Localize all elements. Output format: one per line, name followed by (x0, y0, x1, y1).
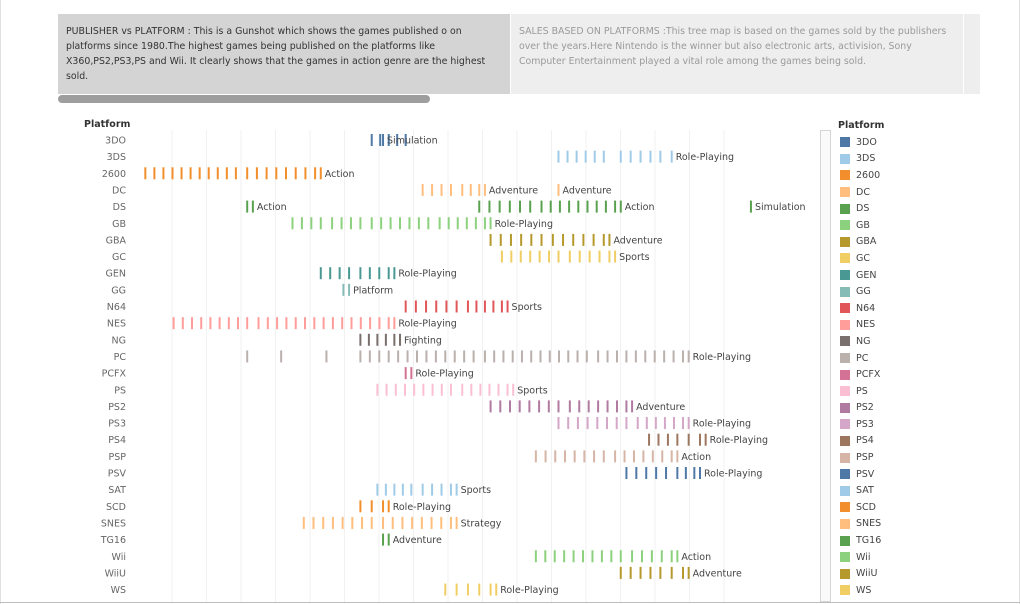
legend-swatch (840, 187, 850, 198)
story-point-sales-by-platform[interactable]: SALES BASED ON PLATFORMS :This tree map … (511, 14, 963, 94)
legend-swatch (840, 286, 850, 297)
story-nav-scrollbar[interactable] (58, 95, 430, 103)
legend-swatch (840, 270, 850, 281)
legend-label: 3DS (856, 153, 876, 165)
legend-item[interactable]: WiiU (840, 565, 881, 582)
legend-label: NES (856, 319, 876, 331)
legend-item[interactable]: PC (840, 350, 881, 367)
legend-title: Platform (838, 120, 885, 131)
legend-label: SAT (856, 485, 874, 497)
story-point-publisher-vs-platform[interactable]: PUBLISHER vs PLATFORM : This is a Gunsho… (58, 14, 510, 94)
legend-item[interactable]: PSV (840, 466, 881, 483)
legend: 3DO 3DS 2600 DC DS GB GBA GC GEN GG N64 NES NG PC PCFX… (840, 134, 881, 599)
legend-label: PC (856, 352, 869, 364)
legend-swatch (840, 585, 850, 596)
legend-swatch (840, 435, 850, 446)
legend-swatch (840, 319, 850, 330)
legend-swatch (840, 552, 850, 563)
legend-label: PS2 (856, 402, 874, 414)
legend-item[interactable]: 3DS (840, 151, 881, 168)
legend-label: PS (856, 385, 868, 397)
legend-item[interactable]: GG (840, 283, 881, 300)
legend-swatch (840, 419, 850, 430)
legend-swatch (840, 220, 850, 231)
legend-label: GBA (856, 236, 877, 248)
legend-swatch (840, 137, 850, 148)
legend-item[interactable]: PS3 (840, 416, 881, 433)
legend-swatch (840, 469, 850, 480)
legend-swatch (840, 336, 850, 347)
legend-label: TG16 (856, 535, 882, 547)
legend-item[interactable]: PCFX (840, 366, 881, 383)
legend-label: GC (856, 252, 870, 264)
bottom-border (0, 602, 1020, 603)
legend-scrollbar[interactable] (820, 130, 831, 602)
legend-item[interactable]: GB (840, 217, 881, 234)
legend-item[interactable]: WS (840, 582, 881, 599)
legend-item[interactable]: PS (840, 383, 881, 400)
legend-item[interactable]: 2600 (840, 167, 881, 184)
legend-label: Wii (856, 551, 871, 563)
story-nav-scroll-thumb[interactable] (58, 95, 430, 103)
legend-item[interactable]: TG16 (840, 532, 881, 549)
legend-label: GEN (856, 269, 877, 281)
legend-swatch (840, 386, 850, 397)
legend-label: GG (856, 286, 871, 298)
legend-swatch (840, 153, 850, 164)
legend-label: GB (856, 219, 870, 231)
legend-item[interactable]: N64 (840, 300, 881, 317)
legend-label: WS (856, 584, 872, 596)
legend-label: PS4 (856, 435, 874, 447)
legend-swatch (840, 568, 850, 579)
legend-swatch (840, 502, 850, 513)
legend-item[interactable]: SCD (840, 499, 881, 516)
legend-item[interactable]: DC (840, 184, 881, 201)
legend-swatch (840, 369, 850, 380)
legend-label: NG (856, 335, 871, 347)
legend-swatch (840, 253, 850, 264)
legend-item[interactable]: NG (840, 333, 881, 350)
legend-label: SNES (856, 518, 882, 530)
legend-label: SCD (856, 501, 876, 513)
legend-item[interactable]: Wii (840, 549, 881, 566)
legend-item[interactable]: PS2 (840, 400, 881, 417)
legend-swatch (840, 203, 850, 214)
legend-label: PSP (856, 452, 874, 464)
legend-swatch (840, 535, 850, 546)
legend-swatch (840, 170, 850, 181)
legend-label: DC (856, 186, 870, 198)
legend-item[interactable]: 3DO (840, 134, 881, 151)
legend-item[interactable]: DS (840, 200, 881, 217)
legend-item[interactable]: SNES (840, 516, 881, 533)
legend-item[interactable]: SAT (840, 482, 881, 499)
story-point-caption: PUBLISHER vs PLATFORM : This is a Gunsho… (66, 26, 486, 82)
legend-item[interactable]: NES (840, 317, 881, 334)
legend-label: 2600 (856, 169, 881, 181)
legend-swatch (840, 452, 850, 463)
legend-item[interactable]: PSP (840, 449, 881, 466)
legend-label: 3DO (856, 136, 877, 148)
legend-item[interactable]: PS4 (840, 433, 881, 450)
legend-item[interactable]: GC (840, 250, 881, 267)
legend-item[interactable]: GEN (840, 267, 881, 284)
legend-label: PS3 (856, 418, 874, 430)
legend-swatch (840, 236, 850, 247)
legend-swatch (840, 303, 850, 314)
legend-label: DS (856, 203, 870, 215)
legend-label: PCFX (856, 369, 881, 381)
legend-item[interactable]: GBA (840, 234, 881, 251)
legend-label: PSV (856, 468, 875, 480)
legend-label: WiiU (856, 568, 878, 580)
legend-label: N64 (856, 302, 876, 314)
legend-swatch (840, 485, 850, 496)
legend-swatch (840, 402, 850, 413)
story-point-caption: SALES BASED ON PLATFORMS :This tree map … (519, 26, 947, 67)
legend-swatch (840, 353, 850, 364)
story-point-next-partial[interactable] (964, 14, 980, 94)
legend-swatch (840, 518, 850, 529)
